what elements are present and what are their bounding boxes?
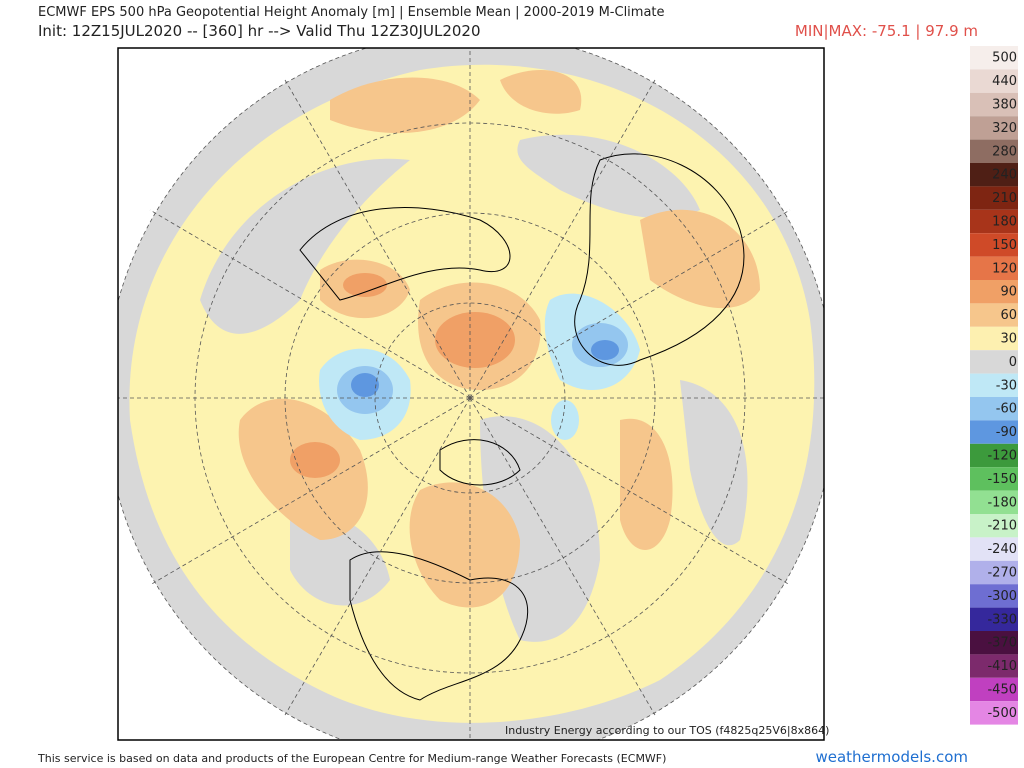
colorbar-label: -450 [987,683,1017,698]
colorbar-label: 90 [1000,285,1017,300]
colorbar-swatch [970,654,1018,678]
colorbar-swatch [970,514,1018,538]
colorbar-swatch [970,303,1018,327]
colorbar-swatch [970,256,1018,280]
colorbar-label: -210 [987,519,1017,534]
colorbar-label: 30 [1000,332,1017,347]
colorbar-swatch [970,490,1018,514]
colorbar-label: -270 [987,566,1017,581]
colorbar-label: -60 [996,402,1017,417]
colorbar-swatch [970,116,1018,140]
colorbar-swatch [970,233,1018,257]
map-subtitle: Init: 12Z15JUL2020 -- [360] hr --> Valid… [38,22,481,40]
site-link[interactable]: weathermodels.com [815,748,968,766]
colorbar-label: -30 [996,378,1017,393]
colorbar-label: -300 [987,589,1017,604]
colorbar-swatch [970,584,1018,608]
colorbar-swatch [970,186,1018,210]
colorbar-label: 380 [992,98,1017,113]
colorbar-label: 240 [992,168,1017,183]
colorbar-swatch [970,350,1018,374]
colorbar-label: 210 [992,191,1017,206]
colorbar-label: 440 [992,74,1017,89]
colorbar-label: -330 [987,612,1017,627]
colorbar-swatch [970,326,1018,351]
colorbar-swatch [970,631,1018,655]
attribution: Industry Energy according to our TOS (f4… [505,724,830,737]
colorbar-label: -180 [987,495,1017,510]
colorbar-label: -120 [987,449,1017,464]
colorbar-swatch [970,537,1018,561]
colorbar-label: 500 [992,51,1017,66]
colorbar-swatch [970,92,1018,117]
colorbar-swatch [970,163,1018,187]
colorbar-label: -410 [987,659,1017,674]
colorbar-swatch [970,397,1018,421]
colorbar-swatch [970,443,1018,468]
map-title: ECMWF EPS 500 hPa Geopotential Height An… [38,5,665,20]
colorbar-label: -90 [996,425,1017,440]
colorbar-label: 0 [1009,355,1017,370]
colorbar-swatch [970,280,1018,304]
colorbar-swatch [970,46,1018,70]
colorbar-label: 60 [1000,308,1017,323]
colorbar-label: 150 [992,238,1017,253]
colorbar-label: -500 [987,706,1017,721]
min-max: MIN|MAX: -75.1 | 97.9 m [794,22,978,40]
colorbar-label: 180 [992,215,1017,230]
colorbar-swatch [970,467,1018,491]
colorbar-label: 320 [992,121,1017,136]
colorbar-swatch [970,209,1018,234]
colorbar-swatch [970,69,1018,93]
colorbar-label: -370 [987,636,1017,651]
footer-text: This service is based on data and produc… [38,752,667,765]
colorbar-label: -150 [987,472,1017,487]
colorbar-swatch [970,607,1018,631]
colorbar-swatch [970,420,1018,444]
colorbar-swatch [970,677,1018,702]
colorbar-swatch [970,701,1018,725]
colorbar-swatch [970,373,1018,397]
colorbar-swatch [970,139,1018,163]
colorbar-label: 120 [992,261,1017,276]
colorbar-label: -240 [987,542,1017,557]
colorbar-swatch [970,560,1018,585]
colorbar-label: 280 [992,144,1017,159]
